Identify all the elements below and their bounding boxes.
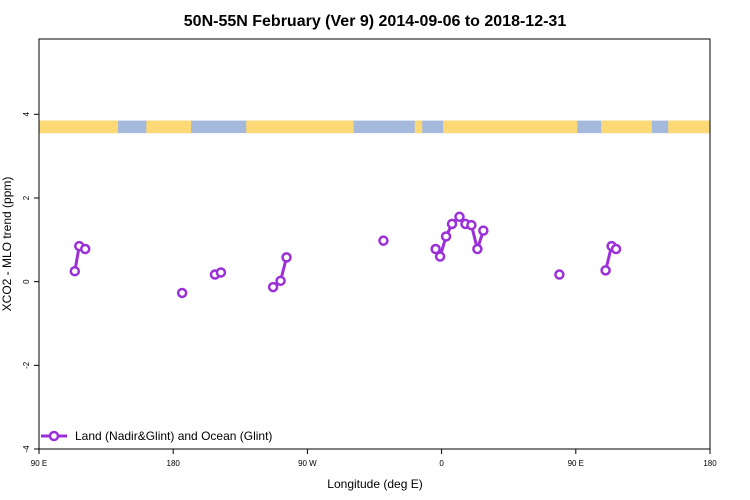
x-tick-label: 90 W: [298, 459, 317, 468]
data-point: [600, 265, 611, 276]
x-tick-label: 180: [703, 459, 717, 468]
y-tick-label: 2: [22, 195, 31, 200]
y-tick-label: 0: [22, 279, 31, 284]
series-layer: [69, 211, 622, 299]
data-point: [281, 252, 292, 263]
land-band: [246, 120, 354, 134]
data-point: [610, 243, 622, 255]
land-band: [443, 120, 578, 134]
data-point: [554, 269, 565, 280]
data-point: [466, 219, 477, 231]
land-band: [414, 120, 423, 134]
data-point: [434, 251, 446, 262]
legend-marker: [48, 430, 60, 442]
data-point: [176, 287, 188, 299]
x-tick-label: 180: [167, 459, 181, 468]
data-point: [69, 265, 81, 277]
data-point: [440, 231, 452, 242]
data-point: [446, 218, 458, 230]
x-tick-label: 90 E: [568, 459, 584, 468]
x-tick-label: 0: [439, 459, 444, 468]
y-tick-label: 4: [22, 112, 31, 117]
land-band: [39, 120, 119, 134]
data-point: [79, 243, 91, 255]
surface-type-strip: [39, 120, 710, 134]
data-point: [430, 243, 441, 255]
legend-label: Land (Nadir&Glint) and Ocean (Glint): [75, 429, 272, 443]
data-point: [267, 281, 279, 293]
data-point: [472, 243, 483, 255]
y-axis-label: XCO2 - MLO trend (ppm): [0, 177, 14, 312]
land-band: [601, 120, 652, 134]
land-band: [668, 120, 710, 134]
land-band: [146, 120, 192, 134]
x-axis-label: Longitude (deg E): [327, 477, 422, 491]
y-tick-label: -4: [22, 445, 31, 453]
data-point: [378, 235, 389, 246]
y-tick-label: -2: [22, 361, 31, 369]
data-point: [215, 267, 227, 278]
data-point: [275, 275, 286, 287]
data-point: [478, 225, 489, 236]
x-axis: 90 E 180 90 W 0 90 E 180: [31, 449, 717, 468]
plot-frame: [38, 38, 711, 450]
y-axis: -4 -2 0 2 4: [22, 112, 39, 453]
legend: Land (Nadir&Glint) and Ocean (Glint): [41, 429, 272, 443]
chart-title: 50N-55N February (Ver 9) 2014-09-06 to 2…: [184, 13, 567, 30]
data-point: [454, 211, 465, 223]
x-tick-label: 90 E: [31, 459, 47, 468]
